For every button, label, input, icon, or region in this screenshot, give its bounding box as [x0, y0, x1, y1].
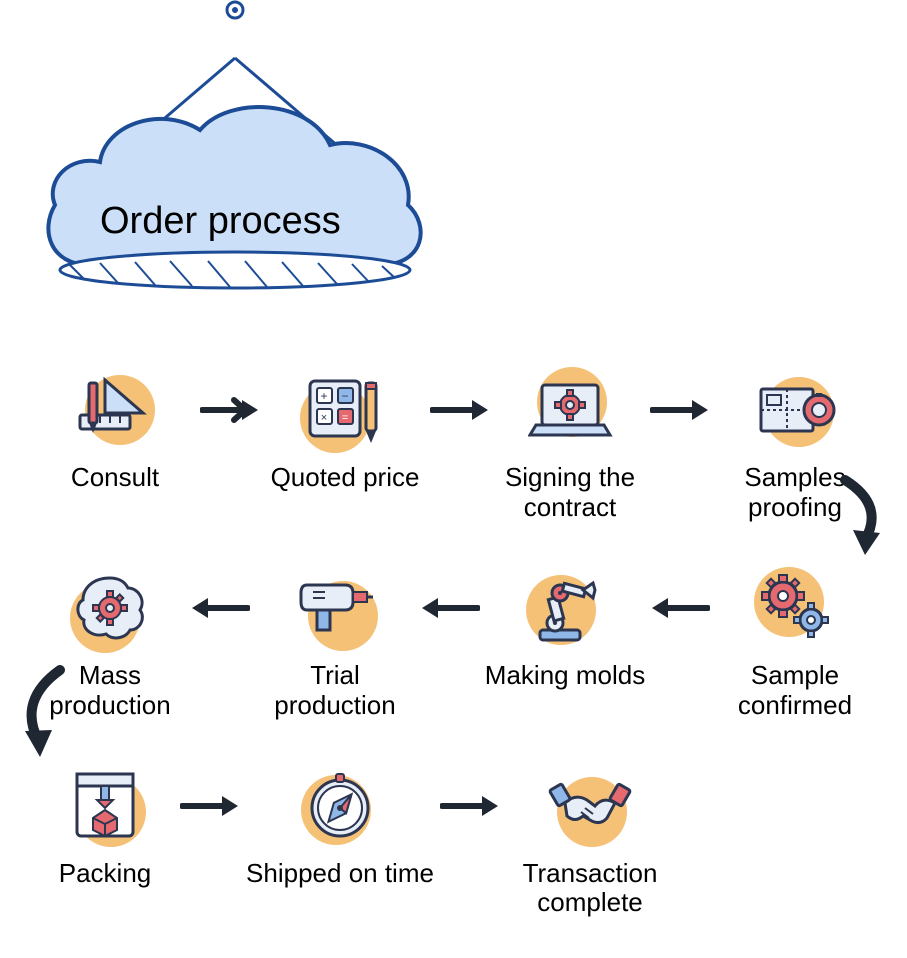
- page-title: Order process: [100, 200, 341, 243]
- robot-arm-icon: [525, 568, 605, 648]
- brain-gear-icon: [68, 568, 153, 648]
- calculator-icon: + − × =: [300, 373, 390, 448]
- step-label: Trial production: [250, 661, 420, 721]
- step-trial-production: Trial production: [250, 563, 420, 721]
- curved-arrow-down-icon: [825, 475, 895, 565]
- arrow-right-icon: [180, 761, 240, 851]
- drill-icon: [295, 570, 375, 645]
- step-label: Signing the contract: [505, 463, 635, 523]
- arrow-right-icon: [650, 365, 710, 455]
- step-label: Packing: [59, 859, 152, 889]
- step-label: Consult: [71, 463, 159, 493]
- arrow-right-icon: [440, 761, 500, 851]
- step-label: Sample confirmed: [738, 661, 852, 721]
- step-quoted-price: + − × = Quoted price: [260, 365, 430, 493]
- arrow-left-icon: [190, 563, 250, 653]
- step-label: Quoted price: [271, 463, 420, 493]
- step-label: Shipped on time: [246, 859, 434, 889]
- svg-text:−: −: [341, 389, 348, 403]
- step-label: Transaction complete: [523, 859, 658, 919]
- cloud-icon: [30, 90, 440, 300]
- printer-box-icon: [65, 766, 145, 846]
- flow-row-1: Consult + − × =: [30, 365, 880, 523]
- svg-text:+: +: [320, 389, 327, 403]
- blueprint-icon: [753, 375, 838, 445]
- step-signing-contract: Signing the contract: [490, 365, 650, 523]
- compass-icon: [300, 766, 380, 846]
- step-sample-confirmed: Sample confirmed: [710, 563, 880, 721]
- gears-icon: [753, 568, 838, 648]
- process-flow: Consult + − × =: [30, 365, 880, 958]
- arrow-right-icon: [430, 365, 490, 455]
- step-consult: Consult: [30, 365, 200, 493]
- step-making-molds: Making molds: [480, 563, 650, 691]
- svg-text:=: =: [342, 412, 348, 424]
- laptop-gear-icon: [528, 375, 613, 445]
- svg-text:×: ×: [321, 412, 327, 424]
- flow-row-3: Packing Shipped on time: [30, 761, 880, 919]
- step-label: Making molds: [485, 661, 645, 691]
- arrow-left-icon: [420, 563, 480, 653]
- step-transaction-complete: Transaction complete: [500, 761, 680, 919]
- handshake-icon: [545, 768, 635, 843]
- curved-arrow-down-icon: [10, 665, 80, 765]
- arrow-left-icon: [650, 563, 710, 653]
- ruler-pencil-icon: [75, 375, 155, 445]
- step-shipped: Shipped on time: [240, 761, 440, 889]
- step-packing: Packing: [30, 761, 180, 889]
- flow-row-2: Mass production Trial production: [30, 563, 880, 721]
- arrow-right-icon: [200, 365, 260, 455]
